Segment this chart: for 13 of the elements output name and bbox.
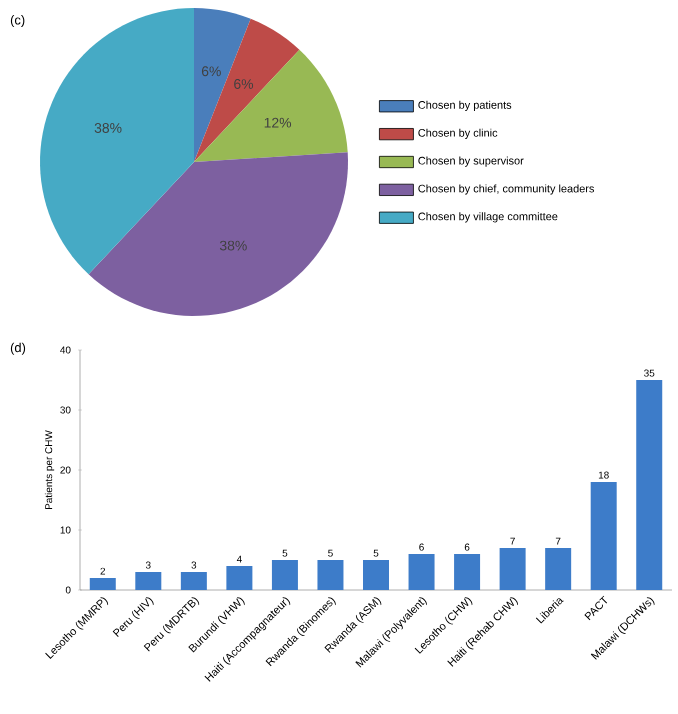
bar: [180, 572, 207, 590]
bar: [499, 548, 526, 590]
bar: [408, 554, 435, 590]
bar: [454, 554, 481, 590]
bar: [317, 560, 344, 590]
bar: [590, 482, 617, 590]
bar: [89, 578, 116, 590]
bar: [636, 380, 663, 590]
bar: [363, 560, 390, 590]
bar: [135, 572, 162, 590]
bar: [271, 560, 298, 590]
bar: [545, 548, 572, 590]
bar: [226, 566, 253, 590]
